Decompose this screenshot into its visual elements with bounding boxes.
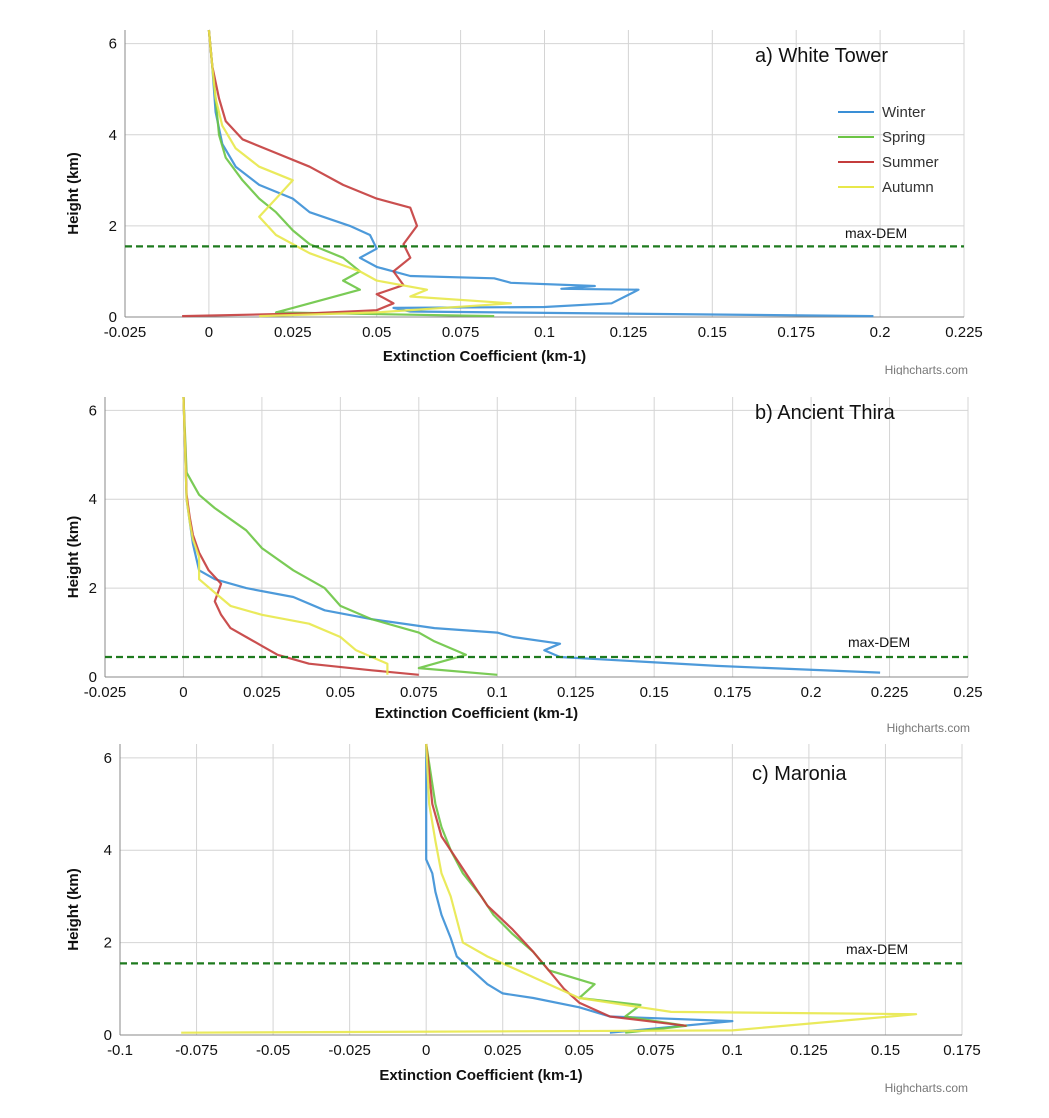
series-line-summer (182, 29, 419, 318)
x-tick-label-0.2: 0.2 (870, 324, 891, 341)
y-axis-title: Height (km) (65, 868, 82, 951)
credits-label: Highcharts.com (885, 1081, 968, 1095)
y-tick-label-2: 2 (89, 580, 97, 597)
series-line-spring (207, 29, 495, 318)
y-tick-label-4: 4 (104, 842, 112, 859)
x-tick-label-0.05: 0.05 (326, 684, 355, 701)
x-tick-label-0.075: 0.075 (637, 1042, 675, 1059)
panel-title: b) Ancient Thira (755, 402, 896, 424)
chart-ancient-thira: -0.025 0 0.025 0.05 0.075 0.1 0.125 0.15 0.175 0.… (65, 396, 983, 735)
legend-label-autumn: Autumn (882, 179, 934, 196)
x-axis-title: Extinction Coefficient (km-1) (379, 1067, 582, 1084)
x-tick-label-0.025: 0.025 (484, 1042, 522, 1059)
y-axis-title: Height (km) (65, 152, 82, 235)
legend-label-summer: Summer (882, 154, 939, 171)
x-tick-label-0.075: 0.075 (400, 684, 438, 701)
x-tick-label-0: 0 (205, 324, 213, 341)
max-dem-label: max-DEM (848, 634, 910, 650)
x-tick-label--0.025: -0.025 (104, 324, 147, 341)
series-line-summer (425, 743, 687, 1027)
y-tick-label-2: 2 (109, 218, 117, 235)
y-tick-label-4: 4 (89, 491, 97, 508)
series-line-autumn (207, 29, 512, 318)
x-tick-label--0.025: -0.025 (328, 1042, 371, 1059)
y-tick-label-0: 0 (104, 1027, 112, 1044)
x-axis-title: Extinction Coefficient (km-1) (375, 705, 578, 722)
x-tick-label--0.1: -0.1 (107, 1042, 133, 1059)
x-tick-label-0.125: 0.125 (557, 684, 595, 701)
series-line-winter (207, 29, 874, 318)
x-tick-label-0: 0 (179, 684, 187, 701)
series-line-winter (182, 396, 881, 674)
x-tick-label-0.175: 0.175 (777, 324, 815, 341)
series-line-summer (182, 396, 419, 676)
x-tick-label-0.1: 0.1 (722, 1042, 743, 1059)
x-tick-label--0.025: -0.025 (84, 684, 127, 701)
panel-title: c) Maronia (752, 763, 847, 785)
x-tick-label-0.075: 0.075 (442, 324, 480, 341)
chart-white-tower: -0.025 0 0.025 0.05 0.075 0.1 0.125 0.15 0.175 0.… (65, 29, 983, 375)
y-tick-label-6: 6 (109, 36, 117, 53)
x-tick-label-0.225: 0.225 (871, 684, 909, 701)
panel-maronia: -0.1 -0.075 -0.05 -0.025 0 0.025 0.05 0.075 0.1 0… (0, 740, 1049, 1118)
y-tick-label-0: 0 (109, 309, 117, 326)
x-tick-label-0.025: 0.025 (243, 684, 281, 701)
x-tick-label-0: 0 (422, 1042, 430, 1059)
y-tick-label-0: 0 (89, 669, 97, 686)
series-line-autumn (181, 743, 918, 1034)
credits-label: Highcharts.com (885, 363, 968, 375)
x-axis-title: Extinction Coefficient (km-1) (383, 348, 586, 365)
y-axis-title: Height (km) (65, 516, 82, 599)
legend-label-winter: Winter (882, 104, 925, 121)
series-line-autumn (182, 396, 389, 675)
x-tick-label-0.225: 0.225 (945, 324, 983, 341)
x-tick-label-0.175: 0.175 (943, 1042, 981, 1059)
y-tick-label-6: 6 (89, 402, 97, 419)
series-line-spring (182, 396, 498, 676)
x-tick-label--0.075: -0.075 (175, 1042, 218, 1059)
panel-white-tower: -0.025 0 0.025 0.05 0.075 0.1 0.125 0.15 0.175 0.… (0, 0, 1049, 375)
chart-maronia: -0.1 -0.075 -0.05 -0.025 0 0.025 0.05 0.075 0.1 0… (65, 743, 981, 1095)
panel-title: a) White Tower (755, 45, 888, 67)
x-tick-label-0.15: 0.15 (698, 324, 727, 341)
x-tick-label-0.15: 0.15 (871, 1042, 900, 1059)
legend-label-spring: Spring (882, 129, 925, 146)
x-tick-label-0.1: 0.1 (487, 684, 508, 701)
x-tick-label-0.2: 0.2 (801, 684, 822, 701)
x-tick-label-0.125: 0.125 (790, 1042, 828, 1059)
x-tick-label-0.175: 0.175 (714, 684, 752, 701)
max-dem-label: max-DEM (845, 225, 907, 241)
credits-label: Highcharts.com (887, 721, 970, 735)
y-tick-label-2: 2 (104, 935, 112, 952)
panel-ancient-thira: -0.025 0 0.025 0.05 0.075 0.1 0.125 0.15 0.175 0.… (0, 375, 1049, 740)
x-tick-label-0.125: 0.125 (610, 324, 648, 341)
y-tick-label-4: 4 (109, 127, 117, 144)
x-tick-label-0.05: 0.05 (362, 324, 391, 341)
x-tick-label-0.25: 0.25 (953, 684, 982, 701)
max-dem-label: max-DEM (846, 941, 908, 957)
y-tick-label-6: 6 (104, 750, 112, 767)
x-tick-label--0.05: -0.05 (256, 1042, 290, 1059)
series-line-winter (425, 744, 734, 1034)
x-tick-label-0.025: 0.025 (274, 324, 312, 341)
x-tick-label-0.05: 0.05 (565, 1042, 594, 1059)
series-line-spring (425, 743, 688, 1034)
x-tick-label-0.15: 0.15 (640, 684, 669, 701)
x-tick-label-0.1: 0.1 (534, 324, 555, 341)
